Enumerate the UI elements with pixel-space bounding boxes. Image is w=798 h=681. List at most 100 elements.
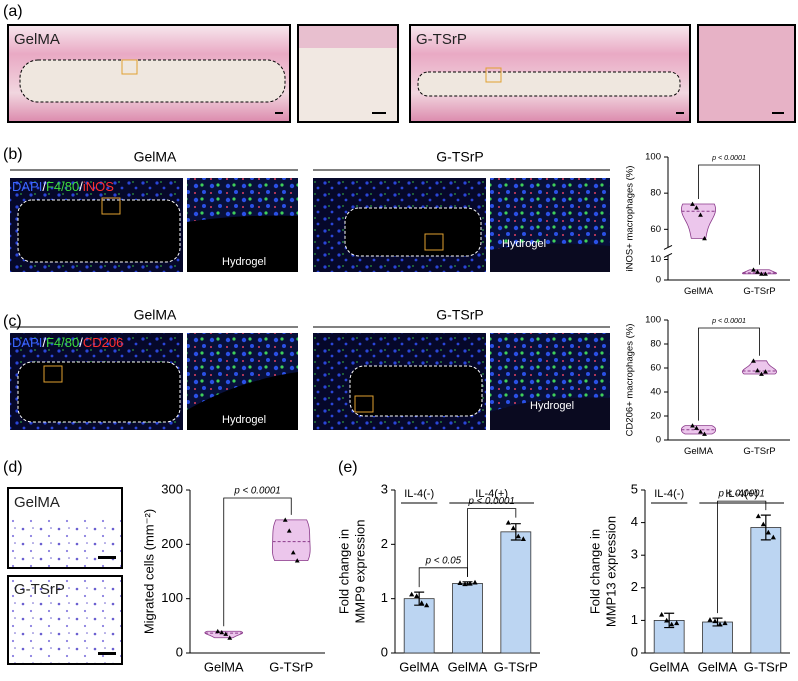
y-axis-label: iNOS+ macrophages (%) — [625, 166, 636, 272]
y-tick-label: 4 — [631, 514, 638, 529]
error-bar — [510, 523, 521, 541]
hydrogel-label: Hydrogel — [502, 238, 546, 250]
data-point — [755, 513, 761, 519]
data-point — [669, 621, 675, 627]
data-point — [755, 368, 760, 373]
y-tick-label: 2 — [381, 536, 388, 551]
stain: F4/80 — [46, 335, 79, 350]
bar — [452, 583, 483, 654]
data-point — [763, 271, 768, 276]
y-tick-label: 300 — [161, 481, 183, 496]
stain: F4/80 — [46, 179, 79, 194]
data-point — [282, 517, 288, 522]
violin — [271, 519, 311, 562]
data-point — [722, 620, 728, 626]
data-point — [227, 635, 233, 640]
stain-label: DAPI/F4/80/iNOS — [12, 179, 114, 194]
x-tick-label: GelMA — [399, 659, 439, 674]
y-axis-label: Fold change in — [336, 529, 351, 614]
scale-bar — [372, 112, 386, 114]
image — [697, 24, 796, 123]
tissue — [299, 26, 397, 48]
y-axis-label: Migrated cells (mm⁻²) — [141, 509, 156, 634]
y-tick-label: 3 — [631, 547, 638, 562]
x-tick-label: GelMA — [448, 659, 488, 674]
y-tick-label: 0 — [631, 644, 638, 659]
data-point — [694, 425, 699, 430]
x-tick-label: GelMA — [649, 659, 689, 674]
data-point — [290, 550, 296, 555]
data-point — [457, 580, 463, 585]
chart: 0 1 2 3 4 5 GelMA GelMA G-TSrP Fold change in MMP1… — [587, 481, 790, 674]
y-tick-label: 20 — [650, 411, 661, 422]
x-tick-label: G-TSrP — [494, 659, 538, 674]
p-value: p < 0.05 — [425, 555, 462, 566]
data-point — [765, 529, 771, 535]
data-point — [510, 525, 516, 531]
data-point — [751, 267, 756, 272]
data-point — [462, 581, 468, 587]
chart: 0 10 60 80 100 GelMA G-TSrP iNOS+ macrophages (… — [625, 152, 790, 297]
data-point — [419, 600, 425, 606]
panel-label: (a) — [3, 3, 23, 20]
image-label: GelMA — [14, 494, 60, 511]
p-value: p < 0.0001 — [467, 496, 514, 507]
bar — [750, 527, 782, 654]
y-axis-label: CD206+ macrophages (%) — [625, 324, 636, 437]
stain: iNOS — [83, 179, 114, 194]
group-header: GelMA — [134, 149, 177, 165]
violin — [204, 630, 244, 639]
x-tick-label: G-TSrP — [269, 659, 313, 674]
roi — [121, 59, 138, 75]
bar — [500, 531, 532, 654]
scale-bar — [275, 112, 283, 114]
panel-d: (d) GelMA G-TSrP — [3, 459, 123, 665]
data-point — [763, 369, 768, 374]
panel-label: (c) — [3, 313, 22, 330]
image-label: G-TSrP — [416, 31, 467, 48]
y-tick-label: 60 — [650, 224, 661, 235]
data-point — [520, 536, 526, 541]
y-tick-label: 80 — [650, 339, 661, 350]
y-tick-label: 60 — [650, 363, 661, 374]
data-point — [755, 269, 760, 274]
stain: CD206 — [83, 335, 123, 350]
data-point — [694, 205, 699, 210]
y-tick-label: 40 — [650, 387, 661, 398]
y-tick-label: 100 — [645, 315, 661, 326]
y-tick-label: 2 — [631, 579, 638, 594]
hydrogel-area — [187, 372, 298, 430]
data-point — [717, 621, 723, 627]
roi — [43, 365, 63, 383]
stain: / — [79, 179, 83, 194]
data-point — [472, 579, 478, 585]
x-tick-label: G-TSrP — [744, 659, 788, 674]
bar — [702, 621, 733, 654]
data-point — [219, 629, 225, 635]
data-point — [690, 423, 695, 428]
chart: 0 100 200 300 GelMA G-TSrP Migrated cells (mm⁻… — [141, 481, 325, 674]
data-point — [409, 591, 415, 597]
data-point — [702, 235, 707, 241]
p-value: p < 0.0001 — [711, 154, 746, 162]
data-point — [414, 593, 420, 599]
group-label: IL-4(+) — [725, 488, 758, 500]
error-bar — [414, 591, 425, 606]
y-tick-label: 0 — [656, 435, 661, 446]
hydrogel-outline — [344, 207, 482, 257]
y-tick-label: 1 — [631, 612, 638, 627]
violin — [681, 203, 716, 239]
data-point — [698, 429, 703, 434]
group-label: IL-4(-) — [654, 488, 684, 500]
x-tick-label: G-TSrP — [743, 446, 775, 457]
data-point — [467, 580, 473, 586]
panel-label: (b) — [3, 146, 23, 163]
p-value: p < 0.0001 — [233, 486, 280, 497]
group-label: IL-4(+) — [475, 488, 508, 500]
data-point — [215, 628, 221, 634]
hydrogel-outline — [349, 365, 483, 417]
y-tick-label: 1 — [381, 590, 388, 605]
stain: / — [42, 335, 46, 350]
data-point — [698, 212, 703, 217]
hydrogel-outline — [17, 199, 181, 263]
